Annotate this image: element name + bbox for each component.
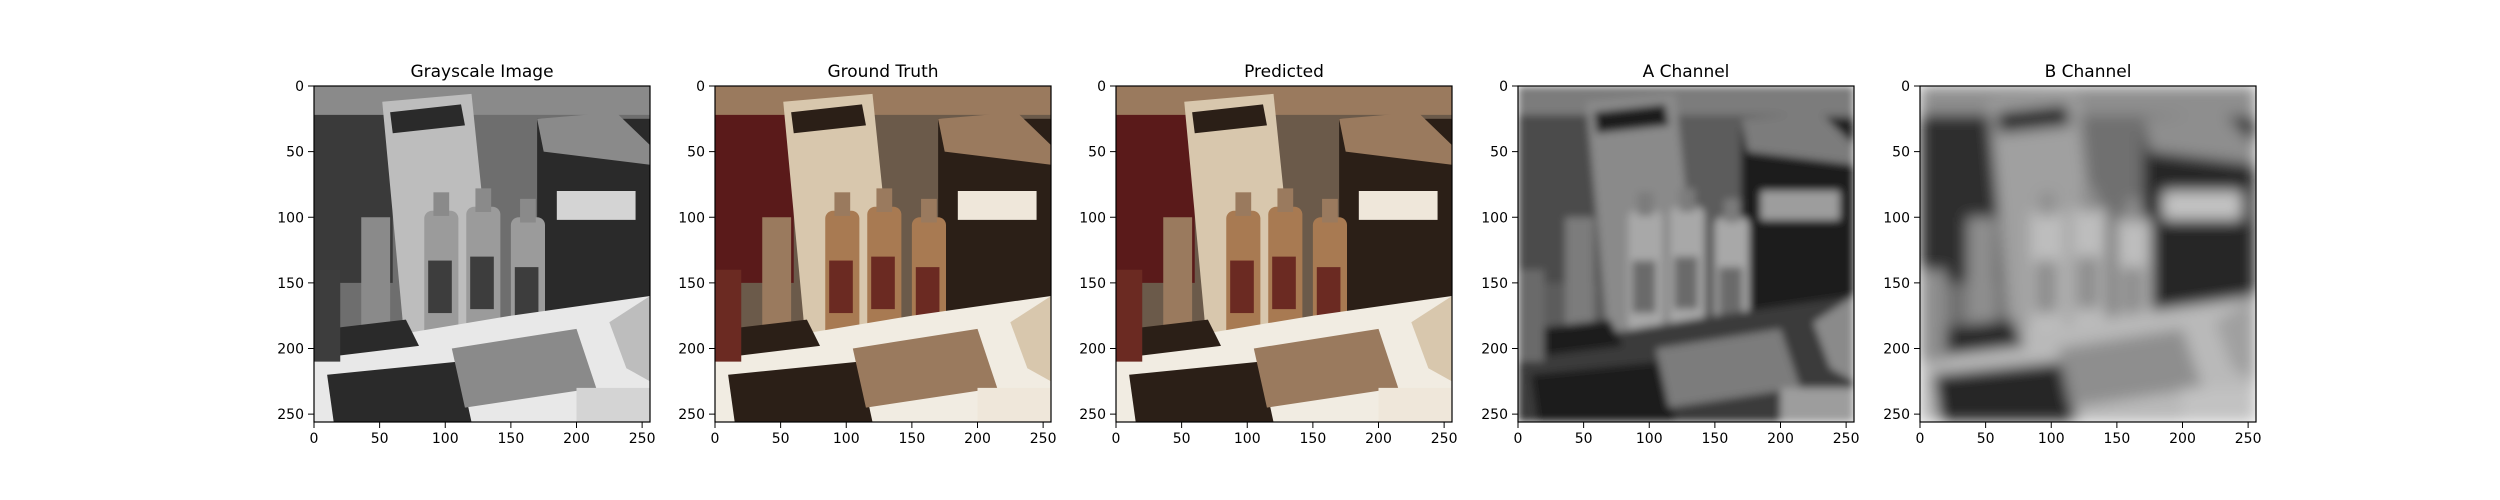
panel-title: Predicted (1244, 62, 1324, 82)
panel-5: B Channel 0 50 100 150 200 250 0 50 100 150 200 250 (1883, 62, 2261, 447)
y-tick-label: 250 (277, 407, 304, 423)
x-tick-label: 200 (1365, 431, 1392, 447)
y-tick-label: 50 (1490, 145, 1508, 161)
x-tick-label: 50 (772, 431, 790, 447)
panel-title: A Channel (1643, 62, 1730, 82)
y-tick-label: 0 (1901, 79, 1910, 95)
x-tick-label: 0 (1514, 431, 1523, 447)
image-content (715, 86, 1051, 422)
y-tick-label: 200 (277, 342, 304, 358)
y-tick-label: 150 (277, 276, 304, 292)
panel-title: Ground Truth (827, 62, 938, 82)
x-tick-label: 150 (1702, 431, 1729, 447)
panel-2: Ground Truth 0 50 100 150 200 250 0 50 100 150 200 2… (678, 62, 1056, 447)
x-tick-label: 150 (1300, 431, 1327, 447)
x-tick-label: 200 (563, 431, 590, 447)
x-tick-label: 0 (310, 431, 319, 447)
y-tick-label: 100 (1079, 210, 1106, 226)
x-tick-label: 100 (833, 431, 860, 447)
x-tick-label: 150 (899, 431, 926, 447)
x-tick-label: 100 (1636, 431, 1663, 447)
image-content (1518, 86, 1854, 422)
x-tick-label: 100 (2038, 431, 2065, 447)
y-tick-label: 100 (277, 210, 304, 226)
y-tick-label: 0 (1499, 79, 1508, 95)
x-tick-label: 50 (1173, 431, 1191, 447)
axes-frame (1115, 85, 1453, 423)
image-scene (715, 86, 1051, 422)
x-tick-label: 100 (1234, 431, 1261, 447)
y-tick-label: 200 (1079, 342, 1106, 358)
axes-frame (1517, 85, 1855, 423)
image-scene (1116, 86, 1452, 422)
axes-frame (1919, 85, 2257, 423)
x-tick-label: 50 (1977, 431, 1995, 447)
x-tick-label: 250 (1431, 431, 1458, 447)
y-tick-label: 250 (1079, 407, 1106, 423)
x-tick-label: 50 (371, 431, 389, 447)
y-tick-label: 150 (1883, 276, 1910, 292)
image-content (1116, 86, 1452, 422)
y-tick-label: 250 (678, 407, 705, 423)
image-scene (1518, 86, 1854, 422)
x-tick-label: 200 (1767, 431, 1794, 447)
x-tick-label: 250 (629, 431, 656, 447)
y-tick-label: 150 (1079, 276, 1106, 292)
y-tick-label: 150 (678, 276, 705, 292)
y-tick-label: 0 (1097, 79, 1106, 95)
x-tick-label: 200 (964, 431, 991, 447)
y-tick-label: 250 (1883, 407, 1910, 423)
x-tick-label: 250 (1030, 431, 1057, 447)
panel-4: A Channel 0 50 100 150 200 250 0 50 100 150 200 250 (1481, 62, 1859, 447)
y-tick-label: 0 (295, 79, 304, 95)
x-tick-label: 0 (1112, 431, 1121, 447)
x-tick-label: 50 (1575, 431, 1593, 447)
x-tick-label: 200 (2169, 431, 2196, 447)
y-tick-label: 100 (678, 210, 705, 226)
y-tick-label: 50 (1088, 145, 1106, 161)
x-tick-label: 100 (432, 431, 459, 447)
x-tick-label: 250 (1833, 431, 1860, 447)
x-tick-label: 0 (1916, 431, 1925, 447)
panel-title: B Channel (2045, 62, 2132, 82)
y-tick-label: 0 (696, 79, 705, 95)
image-content (1920, 86, 2256, 422)
y-tick-label: 50 (286, 145, 304, 161)
axes-frame (313, 85, 651, 423)
panel-1: Grayscale Image 0 50 100 150 200 250 0 50 100 150 2… (277, 62, 655, 447)
y-tick-label: 200 (678, 342, 705, 358)
y-tick-label: 150 (1481, 276, 1508, 292)
panel-title: Grayscale Image (410, 62, 553, 82)
y-tick-label: 100 (1481, 210, 1508, 226)
x-tick-label: 250 (2235, 431, 2262, 447)
axes-frame (714, 85, 1052, 423)
y-tick-label: 50 (687, 145, 705, 161)
y-tick-label: 200 (1481, 342, 1508, 358)
y-tick-label: 50 (1892, 145, 1910, 161)
y-tick-label: 100 (1883, 210, 1910, 226)
y-tick-label: 250 (1481, 407, 1508, 423)
image-scene (1920, 86, 2256, 422)
x-tick-label: 150 (2104, 431, 2131, 447)
panel-3: Predicted 0 50 100 150 200 250 0 50 100 150 200 250 (1079, 62, 1457, 447)
y-tick-label: 200 (1883, 342, 1910, 358)
image-content (314, 86, 650, 422)
x-tick-label: 150 (498, 431, 525, 447)
x-tick-label: 0 (711, 431, 720, 447)
image-scene (314, 86, 650, 422)
